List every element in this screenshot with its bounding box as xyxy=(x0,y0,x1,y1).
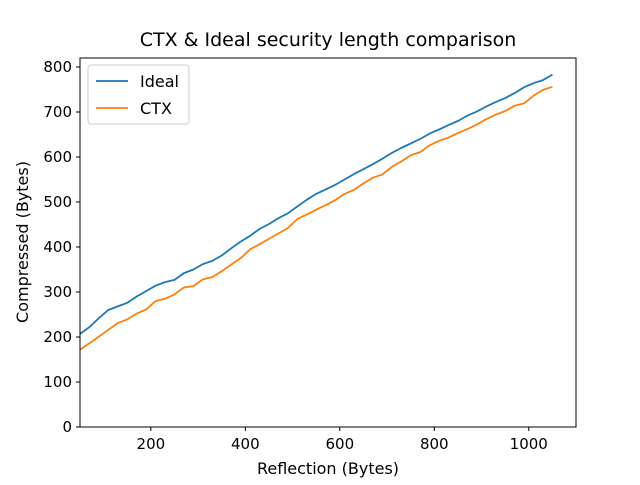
plot-frame xyxy=(79,57,577,428)
y-tick-label: 100 xyxy=(43,373,72,391)
y-axis: 0 100 200 300 400 500 600 700 800 xyxy=(43,58,80,436)
x-axis: 200 400 600 800 1000 xyxy=(137,427,548,453)
x-tick-label: 200 xyxy=(137,435,166,453)
x-tick-label: 1000 xyxy=(510,435,548,453)
y-tick-label: 200 xyxy=(43,328,72,346)
y-axis-label: Compressed (Bytes) xyxy=(13,161,32,323)
y-tick-label: 0 xyxy=(62,418,72,436)
series-layer xyxy=(79,73,553,351)
x-tick-label: 400 xyxy=(231,435,260,453)
series-line-ideal xyxy=(79,73,553,335)
x-tick-label: 600 xyxy=(325,435,354,453)
legend-label-ideal: Ideal xyxy=(140,72,179,91)
y-tick-label: 600 xyxy=(43,148,72,166)
legend-box xyxy=(87,64,190,125)
x-tick-label: 800 xyxy=(420,435,449,453)
chart-title: CTX & Ideal security length comparison xyxy=(140,29,517,51)
y-tick-label: 400 xyxy=(43,238,72,256)
y-tick-label: 700 xyxy=(43,103,72,121)
y-tick-label: 800 xyxy=(43,58,72,76)
legend: Ideal CTX xyxy=(87,64,190,125)
x-axis-label: Reflection (Bytes) xyxy=(257,459,399,478)
y-tick-label: 500 xyxy=(43,193,72,211)
legend-label-ctx: CTX xyxy=(140,99,172,118)
y-tick-label: 300 xyxy=(43,283,72,301)
series-line-ctx xyxy=(79,85,553,351)
